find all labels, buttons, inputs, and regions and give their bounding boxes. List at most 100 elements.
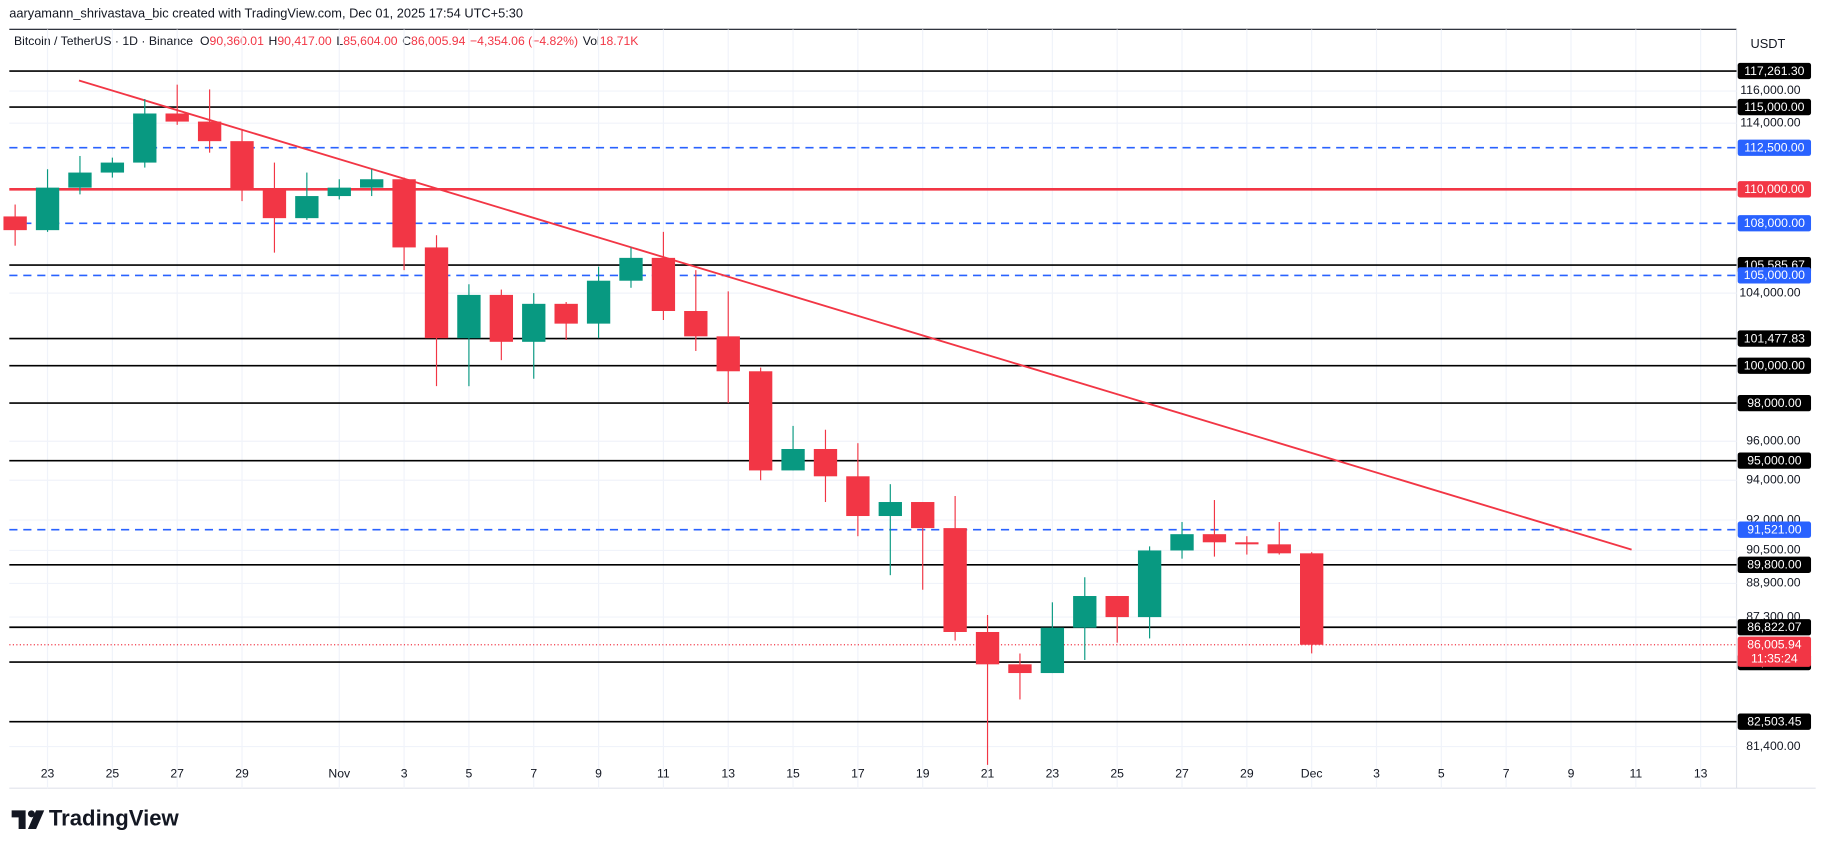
price-tags: 116,000.00 114,000.00 104,000.00 96,000.00 9… xyxy=(41,62,1812,780)
candle-body xyxy=(619,257,643,281)
plot: 116,000.00 114,000.00 104,000.00 96,000.00 9… xyxy=(3,29,1812,789)
candle-body xyxy=(327,187,351,197)
price-tag xyxy=(1737,215,1812,232)
logo-icon xyxy=(27,810,35,818)
x-tick-label: 15 xyxy=(786,766,800,780)
candle-body xyxy=(522,303,546,342)
candle-body xyxy=(489,294,514,342)
candle-body xyxy=(1040,627,1065,674)
candle-body xyxy=(457,294,481,339)
price-tag xyxy=(1737,556,1812,573)
y-tick-label: 94,000.00 xyxy=(1746,472,1801,486)
price-tag xyxy=(1737,139,1812,156)
price-tag xyxy=(1737,713,1812,730)
candle-body xyxy=(748,371,773,471)
candle-body xyxy=(197,121,222,142)
price-tag xyxy=(1737,98,1812,116)
price-tag-label: 95,000.00 xyxy=(1747,453,1802,467)
y-tick-label: 88,900.00 xyxy=(1746,576,1801,590)
candle-body xyxy=(716,336,740,372)
legend-key: O xyxy=(200,34,210,48)
logo-text: TradingView xyxy=(49,805,180,830)
candle-body xyxy=(35,187,60,231)
price-tag-label: 98,000.00 xyxy=(1747,396,1802,410)
y-tick-label: 96,000.00 xyxy=(1746,434,1801,448)
candle-body xyxy=(651,257,676,312)
price-tag xyxy=(1737,330,1812,347)
legend-value: 90,360.01 xyxy=(210,34,265,48)
price-tag xyxy=(1737,452,1812,469)
price-tag xyxy=(1737,62,1812,80)
price-tag xyxy=(1737,357,1812,374)
x-tick-label: 25 xyxy=(1110,766,1124,780)
x-tick-label: 27 xyxy=(1175,766,1189,780)
candle-body xyxy=(230,141,254,190)
x-tick-label: 23 xyxy=(1046,766,1060,780)
candle-body xyxy=(100,162,125,173)
price-tag xyxy=(1737,394,1812,412)
y-tick-label: 116,000.00 xyxy=(1740,83,1800,97)
candle-body xyxy=(360,179,384,188)
x-tick-label: 9 xyxy=(1568,766,1575,780)
price-tag xyxy=(1737,181,1812,198)
x-tick-label: 29 xyxy=(1240,766,1254,780)
x-tick-label: 29 xyxy=(235,766,249,780)
y-tick-label: 81,400.00 xyxy=(1746,739,1801,753)
x-tick-label: 13 xyxy=(721,766,735,780)
price-tag xyxy=(1737,267,1812,284)
candle-body xyxy=(1300,553,1324,645)
x-tick-label: 5 xyxy=(1438,766,1445,780)
price-tag-label: 82,503.45 xyxy=(1747,714,1802,728)
x-tick-label: 11 xyxy=(1629,766,1642,780)
candle-body xyxy=(684,311,708,337)
legend-value: 85,604.00 xyxy=(343,34,398,48)
price-tag-label: 91,521.00 xyxy=(1747,523,1802,537)
x-tick-label: 3 xyxy=(1373,766,1380,780)
legend-key: C xyxy=(402,34,411,48)
x-tick-label: 13 xyxy=(1694,766,1708,780)
price-tag xyxy=(1737,636,1812,667)
price-tag xyxy=(1737,619,1812,636)
price-tag-label: 86,822.07 xyxy=(1747,620,1802,634)
x-tick-label: Dec xyxy=(1301,766,1323,780)
price-tag-label: 117,261.30 xyxy=(1744,64,1804,78)
x-tick-label: 27 xyxy=(170,766,184,780)
y-tick-label: 114,000.00 xyxy=(1740,115,1800,129)
candle-body xyxy=(1073,596,1097,628)
price-tag-label: 105,000.00 xyxy=(1744,268,1805,282)
x-tick-label: 21 xyxy=(981,766,995,780)
legend-value: 18.71K xyxy=(600,34,640,48)
candle-body xyxy=(781,448,805,471)
y-tick-label: 104,000.00 xyxy=(1739,285,1800,299)
price-tag xyxy=(1737,521,1812,538)
candle-body xyxy=(846,476,870,517)
candle-body xyxy=(1235,542,1259,545)
x-tick-label: 19 xyxy=(916,766,930,780)
candle-body xyxy=(1008,664,1032,674)
legend: Bitcoin / TetherUS · 1D · Binance O90,360… xyxy=(14,34,639,48)
candle-body xyxy=(878,502,902,517)
legend-key: L xyxy=(336,34,343,48)
price-tag-label: 110,000.00 xyxy=(1744,182,1804,196)
x-tick-label: 7 xyxy=(530,766,537,780)
candle-body xyxy=(68,172,92,188)
candle-body xyxy=(133,113,157,163)
candle-body xyxy=(1170,534,1194,551)
candle-body xyxy=(3,216,27,231)
y-tick-label: 90,500.00 xyxy=(1746,543,1801,557)
price-tag-label: 108,000.00 xyxy=(1744,216,1805,230)
candle-body xyxy=(1202,534,1227,543)
price-tag-label: 86,005.94 xyxy=(1747,638,1802,652)
x-tick-label: 5 xyxy=(466,766,473,780)
candles xyxy=(3,84,1324,765)
trendline xyxy=(78,79,1632,551)
price-tag-label: 89,800.00 xyxy=(1747,558,1802,572)
candle-body xyxy=(165,113,189,122)
x-tick-label: 9 xyxy=(595,766,602,780)
candle-body xyxy=(295,196,319,219)
candle-body xyxy=(943,528,967,632)
credit: aaryamann_shrivastava_bic created with T… xyxy=(9,6,523,21)
x-tick-label: 17 xyxy=(851,766,865,780)
